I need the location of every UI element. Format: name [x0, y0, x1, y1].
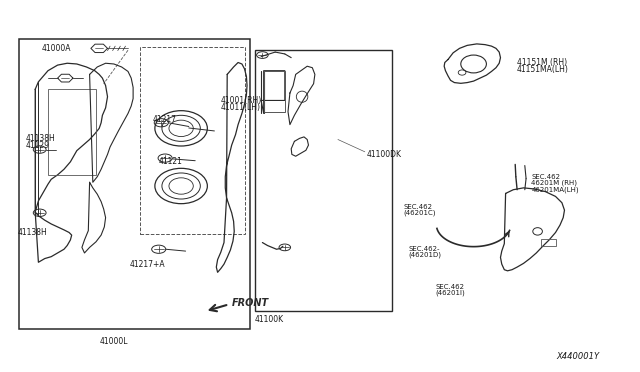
Bar — [541, 239, 556, 246]
Text: (46201C): (46201C) — [403, 210, 436, 217]
Text: SEC.462: SEC.462 — [531, 174, 560, 180]
Text: SEC.462-: SEC.462- — [408, 246, 440, 252]
Text: 41217+A: 41217+A — [129, 260, 165, 269]
Text: 41100K: 41100K — [255, 315, 284, 324]
Text: SEC.462: SEC.462 — [435, 284, 464, 290]
Text: 41151M (RH): 41151M (RH) — [517, 58, 567, 67]
Text: 41138H: 41138H — [18, 228, 47, 237]
Text: 41000A: 41000A — [42, 44, 71, 53]
Text: 41217: 41217 — [152, 115, 177, 124]
Text: 41000L: 41000L — [99, 337, 128, 346]
Text: (46201I): (46201I) — [435, 290, 465, 296]
Bar — [264, 71, 285, 112]
Bar — [255, 50, 392, 311]
Text: 41100DK: 41100DK — [367, 150, 402, 159]
Text: 41129: 41129 — [26, 141, 50, 150]
Text: SEC.462: SEC.462 — [403, 204, 432, 210]
Text: FRONT: FRONT — [232, 298, 269, 308]
Text: 41151MA(LH): 41151MA(LH) — [517, 65, 569, 74]
Bar — [140, 46, 245, 234]
Text: 41011(LH): 41011(LH) — [221, 103, 261, 112]
Text: 41001(RH): 41001(RH) — [221, 96, 262, 105]
Text: 41121: 41121 — [159, 157, 182, 166]
Text: 46201M (RH): 46201M (RH) — [531, 180, 577, 186]
Text: X440001Y: X440001Y — [557, 352, 600, 361]
Text: 46201MA(LH): 46201MA(LH) — [531, 186, 579, 193]
Text: (46201D): (46201D) — [408, 252, 442, 259]
Text: 41138H: 41138H — [26, 134, 55, 143]
Bar — [48, 89, 96, 175]
Bar — [19, 39, 250, 329]
